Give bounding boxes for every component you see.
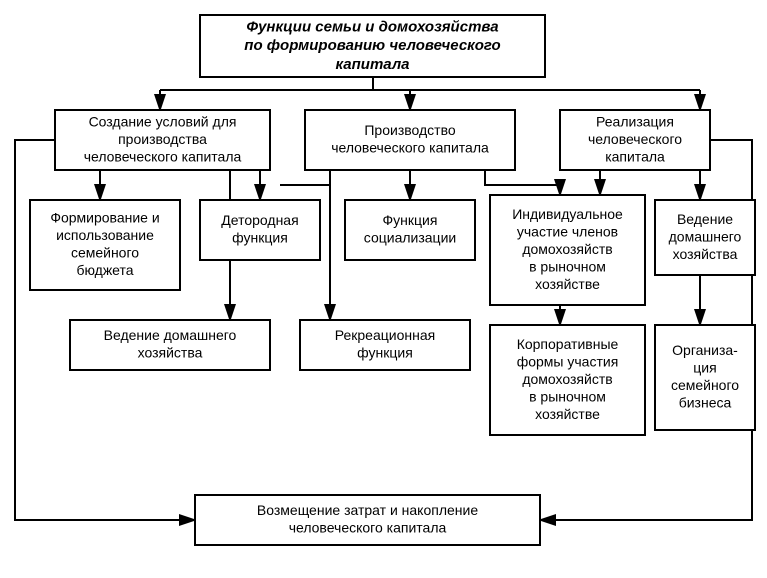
node-a1-line-0: Формирование и	[50, 210, 159, 226]
node-a: Создание условий для производствачеловече…	[55, 110, 270, 170]
edge-8	[280, 170, 330, 185]
node-b3-line-1: функция	[357, 345, 413, 361]
edge-11	[485, 170, 560, 195]
node-a2-line-1: хозяйства	[138, 345, 203, 361]
node-a2-line-0: Ведение домашнего	[104, 327, 237, 343]
node-b2-line-0: Функция	[383, 212, 438, 228]
node-c4-line-3: бизнеса	[679, 395, 732, 411]
node-b1: Детородная функция	[200, 200, 320, 260]
node-c3-line-0: Ведение	[677, 211, 733, 227]
node-a2: Ведение домашнего хозяйства	[70, 320, 270, 370]
node-a1: Формирование ииспользование семейногобюдж…	[30, 200, 180, 290]
node-a-line-0: Создание условий для	[89, 113, 237, 129]
node-c: Реализация человеческогокапитала	[560, 110, 710, 170]
node-a-line-1: производства	[118, 131, 207, 147]
node-c4: Организа-циясемейного бизнеса	[655, 325, 755, 430]
node-c2-line-2: домохозяйств	[522, 371, 612, 387]
node-c2: Корпоративныеформы участия домохозяйствв …	[490, 325, 645, 435]
node-sink-line-1: человеческого капитала	[289, 520, 447, 536]
node-c1-line-3: в рыночном	[529, 258, 606, 274]
node-c2-line-0: Корпоративные	[517, 336, 619, 352]
node-c1-line-4: хозяйстве	[535, 276, 600, 292]
node-b3: Рекреационная функция	[300, 320, 470, 370]
node-sink: Возмещение затрат и накопление человеческ…	[195, 495, 540, 545]
node-a1-line-3: бюджета	[76, 262, 133, 278]
node-root-line-0: Функции семьи и домохозяйства	[246, 18, 498, 35]
node-c4-line-1: ция	[693, 360, 716, 376]
node-b2: Функция социализации	[345, 200, 475, 260]
node-b-line-0: Производство	[364, 122, 455, 138]
node-root-line-2: капитала	[336, 56, 410, 73]
node-c1-line-1: участие членов	[517, 223, 618, 239]
node-c4-line-2: семейного	[671, 377, 739, 393]
node-c3-line-2: хозяйства	[673, 246, 738, 262]
node-c4-line-0: Организа-	[672, 342, 738, 358]
node-a-line-2: человеческого капитала	[84, 148, 242, 164]
node-c-line-2: капитала	[605, 148, 665, 164]
node-b1-line-1: функция	[232, 230, 288, 246]
node-c1: Индивидуальноеучастие членов домохозяйств…	[490, 195, 645, 305]
node-b: Производство человеческого капитала	[305, 110, 515, 170]
node-root: Функции семьи и домохозяйства по формиров…	[200, 15, 545, 77]
node-b2-line-1: социализации	[364, 230, 456, 246]
node-c-line-0: Реализация	[596, 113, 674, 129]
node-c3: Ведениедомашнего хозяйства	[655, 200, 755, 275]
node-c-line-1: человеческого	[588, 131, 682, 147]
flowchart: Функции семьи и домохозяйства по формиров…	[0, 0, 767, 578]
node-c1-line-2: домохозяйств	[522, 241, 612, 257]
node-c2-line-1: формы участия	[517, 353, 619, 369]
node-a1-line-1: использование	[56, 227, 154, 243]
node-b1-line-0: Детородная	[221, 212, 298, 228]
node-c2-line-4: хозяйстве	[535, 406, 600, 422]
node-b-line-1: человеческого капитала	[331, 140, 489, 156]
node-c1-line-0: Индивидуальное	[512, 206, 623, 222]
node-c3-line-1: домашнего	[669, 228, 742, 244]
node-a1-line-2: семейного	[71, 245, 139, 261]
node-root-line-1: по формированию человеческого	[244, 37, 500, 54]
node-c2-line-3: в рыночном	[529, 388, 606, 404]
node-b3-line-0: Рекреационная	[335, 327, 435, 343]
node-sink-line-0: Возмещение затрат и накопление	[257, 502, 478, 518]
